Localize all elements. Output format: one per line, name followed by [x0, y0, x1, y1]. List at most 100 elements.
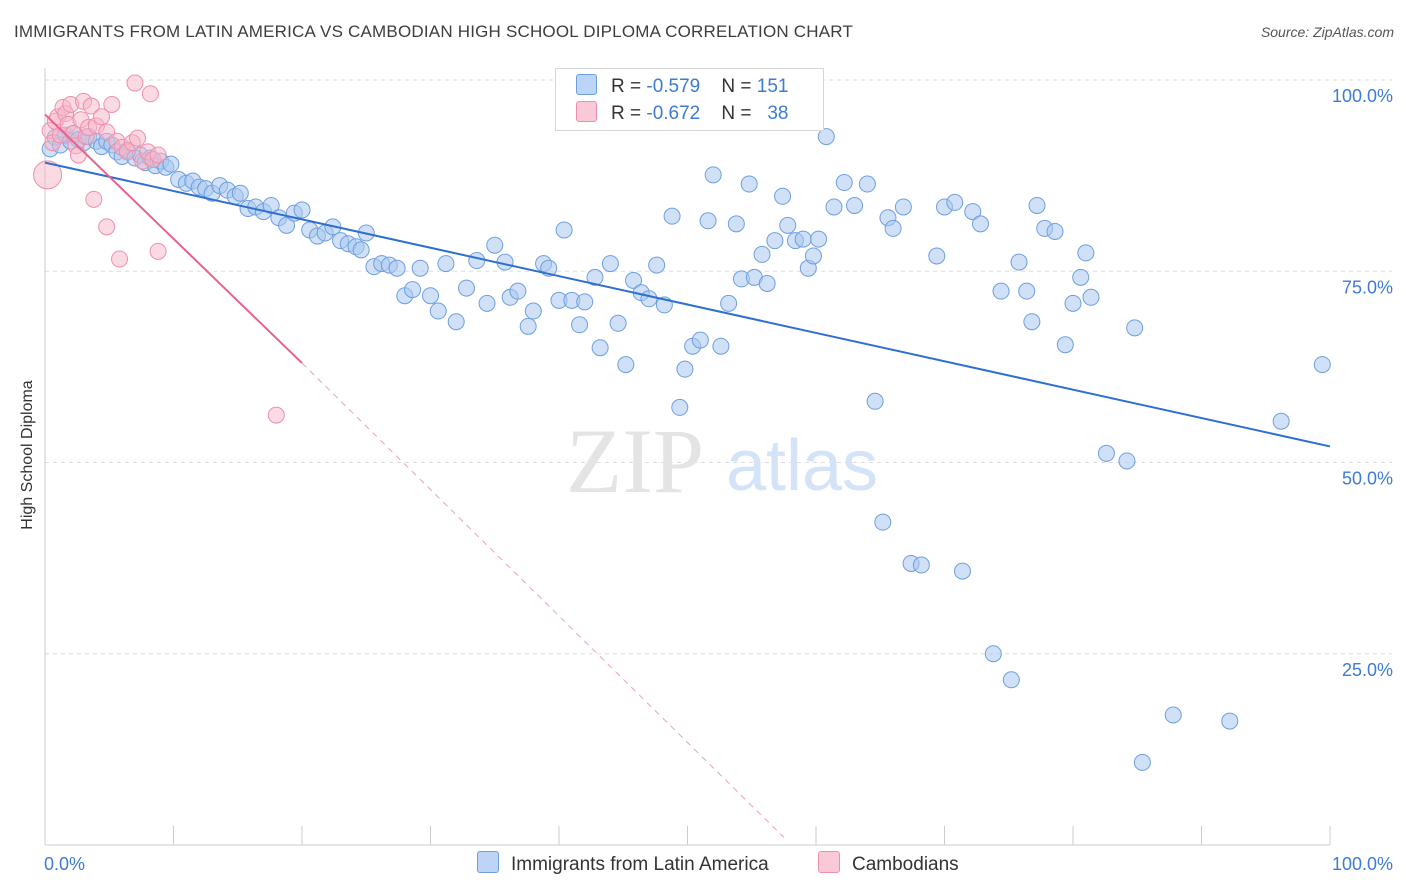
data-point-latin-america: [278, 216, 296, 234]
correlation-legend: R = -0.579 N = 151 R = -0.672 N = 38: [555, 68, 824, 131]
data-point-latin-america: [804, 247, 822, 265]
data-point-latin-america: [1023, 313, 1041, 331]
data-point-latin-america: [1010, 253, 1028, 271]
data-point-latin-america: [928, 247, 946, 265]
data-point-cambodians: [149, 242, 167, 260]
data-point-latin-america: [817, 128, 835, 146]
source-credit: Source: ZipAtlas.com: [1260, 24, 1394, 40]
legend-swatch-pink: [576, 101, 597, 122]
gridlines: [45, 79, 1392, 655]
data-point-latin-america: [766, 232, 784, 250]
data-point-latin-america: [1077, 244, 1095, 262]
data-point-cambodians: [103, 95, 121, 113]
legend-swatch-blue: [576, 74, 597, 95]
x-tick-label: 0.0%: [44, 854, 85, 874]
data-point-latin-america: [1313, 356, 1331, 374]
data-point-cambodians: [126, 74, 144, 92]
series-cambodians-points: [33, 74, 285, 424]
data-point-latin-america: [640, 290, 658, 308]
data-point-latin-america: [555, 221, 573, 239]
data-point-latin-america: [835, 174, 853, 192]
chart-title: IMMIGRANTS FROM LATIN AMERICA VS CAMBODI…: [14, 22, 854, 41]
data-point-latin-america: [874, 513, 892, 531]
data-point-latin-america: [231, 184, 249, 202]
data-point-latin-america: [352, 241, 370, 259]
data-point-cambodians: [69, 146, 87, 164]
data-point-latin-america: [422, 287, 439, 305]
data-point-latin-america: [794, 230, 812, 248]
data-point-latin-america: [524, 302, 542, 320]
data-point-latin-america: [486, 236, 504, 254]
data-point-latin-america: [429, 302, 447, 320]
data-point-latin-america: [1133, 753, 1151, 771]
data-point-cambodians: [93, 108, 111, 126]
data-point-latin-america: [162, 155, 180, 173]
data-point-latin-america: [576, 293, 594, 311]
data-point-latin-america: [720, 294, 738, 312]
data-point-latin-america: [663, 207, 681, 225]
series-latin-america-points: [41, 125, 1331, 771]
data-point-latin-america: [1002, 671, 1020, 689]
data-point-latin-america: [601, 255, 619, 273]
data-point-latin-america: [1082, 288, 1100, 306]
data-point-latin-america: [447, 313, 465, 331]
legend-n-value: 38: [767, 103, 789, 124]
data-point-latin-america: [758, 274, 776, 292]
legend-r-label: R =: [611, 103, 647, 124]
data-point-latin-america: [727, 215, 745, 233]
y-tick-label: 50.0%: [1342, 469, 1393, 489]
data-point-latin-america: [753, 245, 771, 263]
bottom-legend-label: Immigrants from Latin America: [511, 854, 769, 875]
data-point-latin-america: [740, 175, 758, 193]
data-point-latin-america: [779, 216, 797, 234]
data-point-latin-america: [704, 166, 722, 184]
trend-line-cambodians-extension: [301, 362, 785, 838]
legend-n-value: 151: [756, 76, 789, 97]
data-point-latin-america: [1056, 336, 1074, 354]
data-point-latin-america: [1072, 268, 1090, 286]
legend-r-value: -0.672: [646, 103, 701, 124]
data-point-latin-america: [404, 281, 422, 299]
legend-r-value: -0.579: [646, 76, 701, 97]
data-point-latin-america: [1272, 412, 1290, 430]
axes: [44, 68, 1331, 846]
data-point-latin-america: [437, 255, 455, 273]
data-point-latin-america: [571, 316, 589, 334]
trend-line-cambodians: [44, 113, 303, 364]
data-point-latin-america: [1018, 282, 1036, 300]
bottom-legend-label: Cambodians: [852, 854, 959, 875]
data-point-latin-america: [1118, 452, 1136, 470]
data-point-latin-america: [1221, 712, 1239, 730]
data-point-cambodians: [98, 218, 116, 236]
data-point-latin-america: [1164, 706, 1182, 724]
data-point-latin-america: [699, 212, 717, 230]
data-point-latin-america: [468, 252, 486, 270]
data-point-latin-america: [884, 219, 902, 237]
data-point-latin-america: [388, 259, 406, 277]
data-point-latin-america: [992, 282, 1010, 300]
trend-line-latin-america: [44, 161, 1331, 448]
legend-row-cambodians: R = -0.672 N = 38: [576, 101, 788, 125]
data-point-latin-america: [617, 356, 635, 374]
data-point-latin-america: [671, 398, 689, 416]
legend-n-label: N =: [721, 76, 757, 97]
data-point-latin-america: [866, 392, 884, 410]
bottom-legend-swatch-pink: [818, 851, 840, 873]
data-point-latin-america: [971, 215, 989, 233]
data-point-latin-america: [825, 198, 843, 216]
data-point-latin-america: [1028, 196, 1046, 214]
data-point-latin-america: [894, 198, 912, 216]
data-point-cambodians: [141, 85, 159, 103]
data-point-latin-america: [984, 645, 1002, 663]
y-tick-label: 100.0%: [1332, 86, 1393, 106]
data-point-cambodians: [111, 250, 129, 268]
data-point-cambodians: [149, 146, 167, 164]
y-tick-label: 75.0%: [1342, 277, 1393, 297]
data-point-latin-america: [912, 556, 930, 574]
y-axis-label: High School Diploma: [19, 380, 36, 530]
data-point-latin-america: [411, 259, 429, 277]
data-point-latin-america: [609, 314, 627, 332]
bottom-legend-swatch-blue: [477, 851, 499, 873]
legend-row-latin-america: R = -0.579 N = 151: [576, 74, 788, 98]
